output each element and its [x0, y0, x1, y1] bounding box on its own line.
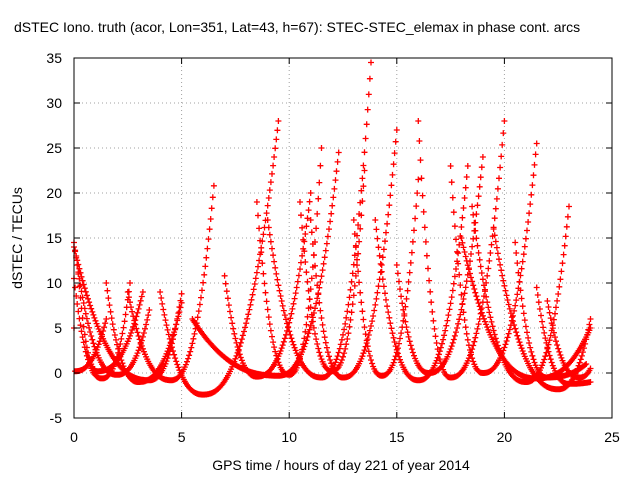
x-tick-label: 10 [281, 429, 297, 445]
y-tick-labels: -5 0 5 10 15 20 25 30 35 [46, 50, 62, 426]
x-tick-label: 25 [604, 429, 620, 445]
arc-markers [544, 298, 594, 381]
arc-markers [372, 163, 471, 384]
y-tick-label: 35 [46, 50, 62, 66]
arc-series [533, 284, 594, 387]
arc-markers [447, 140, 540, 376]
arc-series [447, 140, 540, 376]
x-tick-labels: 0 5 10 15 20 25 [70, 429, 620, 445]
y-tick-label: 20 [46, 185, 62, 201]
arc-markers [221, 190, 314, 380]
data-points [71, 59, 594, 398]
arc-markers [533, 284, 594, 387]
y-tick-label: 10 [46, 275, 62, 291]
x-tick-label: 5 [178, 429, 186, 445]
arc-series [307, 127, 400, 381]
arc-markers [124, 182, 217, 384]
chart-title: dSTEC Iono. truth (acor, Lon=351, Lat=43… [14, 19, 580, 35]
y-tick-label: 0 [54, 365, 62, 381]
x-tick-label: 20 [497, 429, 513, 445]
y-tick-label: 5 [54, 320, 62, 336]
x-tick-label: 0 [70, 429, 78, 445]
y-tick-label: 30 [46, 95, 62, 111]
y-tick-label: -5 [50, 410, 63, 426]
axis-ticks [73, 57, 613, 419]
y-tick-label: 25 [46, 140, 62, 156]
arc-markers [264, 59, 374, 381]
x-tick-label: 15 [389, 429, 405, 445]
arc-markers [415, 118, 508, 381]
arc-series [458, 235, 594, 382]
arc-series [415, 118, 508, 381]
y-axis-label: dSTEC / TECUs [9, 187, 25, 289]
arc-markers [458, 235, 594, 382]
arc-series [544, 298, 594, 381]
y-tick-label: 15 [46, 230, 62, 246]
arc-series [372, 163, 471, 384]
arc-series [221, 190, 314, 380]
arc-markers [307, 127, 400, 381]
arc-series [124, 182, 217, 384]
arc-series [264, 59, 374, 381]
x-axis-label: GPS time / hours of day 221 of year 2014 [212, 457, 470, 473]
